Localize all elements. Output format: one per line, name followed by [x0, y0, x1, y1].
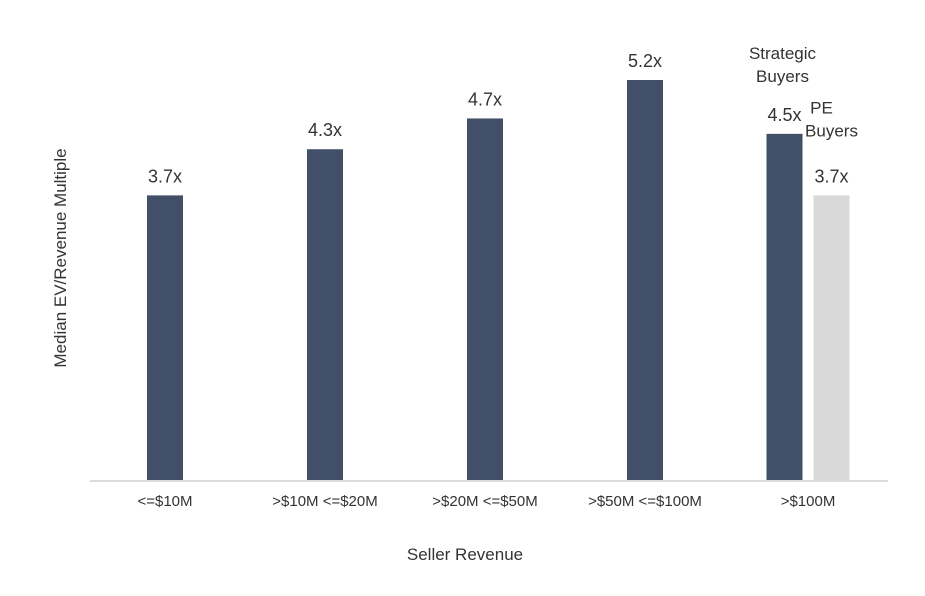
- bar-strategic-4: [766, 133, 803, 480]
- value-label-strategic-2: 4.7x: [468, 89, 502, 109]
- value-labels-group: 3.7x 4.3x 4.7x 5.2x 4.5x 3.7x: [148, 51, 849, 186]
- value-label-strategic-1: 4.3x: [308, 120, 342, 140]
- series-annotation-strategic: Strategic Buyers: [749, 44, 817, 86]
- x-tick-label-0: <=$10M: [137, 493, 192, 510]
- x-tick-labels-group: <=$10M >$10M <=$20M >$20M <=$50M >$50M <=$1…: [137, 493, 835, 510]
- value-label-strategic-0: 3.7x: [148, 166, 182, 186]
- value-label-strategic-4: 4.5x: [767, 105, 801, 125]
- x-tick-label-4: >$100M: [781, 493, 836, 510]
- bar-pe-4: [813, 195, 850, 480]
- bar-strategic-1: [307, 149, 343, 480]
- value-label-strategic-3: 5.2x: [628, 51, 662, 71]
- x-tick-label-1: >$10M <=$20M: [272, 493, 378, 510]
- x-axis-title: Seller Revenue: [407, 545, 523, 564]
- x-tick-label-2: >$20M <=$50M: [432, 493, 538, 510]
- bars-group: [147, 80, 850, 480]
- x-tick-label-3: >$50M <=$100M: [588, 493, 702, 510]
- bar-strategic-3: [627, 80, 663, 480]
- bar-strategic-0: [147, 195, 183, 480]
- value-label-pe-4: 3.7x: [814, 166, 848, 186]
- series-annotation-pe: PE Buyers: [805, 98, 858, 140]
- annotations-group: Strategic Buyers PE Buyers: [749, 44, 858, 141]
- bar-strategic-2: [467, 118, 503, 480]
- y-axis-title: Median EV/Revenue Multiple: [51, 148, 70, 367]
